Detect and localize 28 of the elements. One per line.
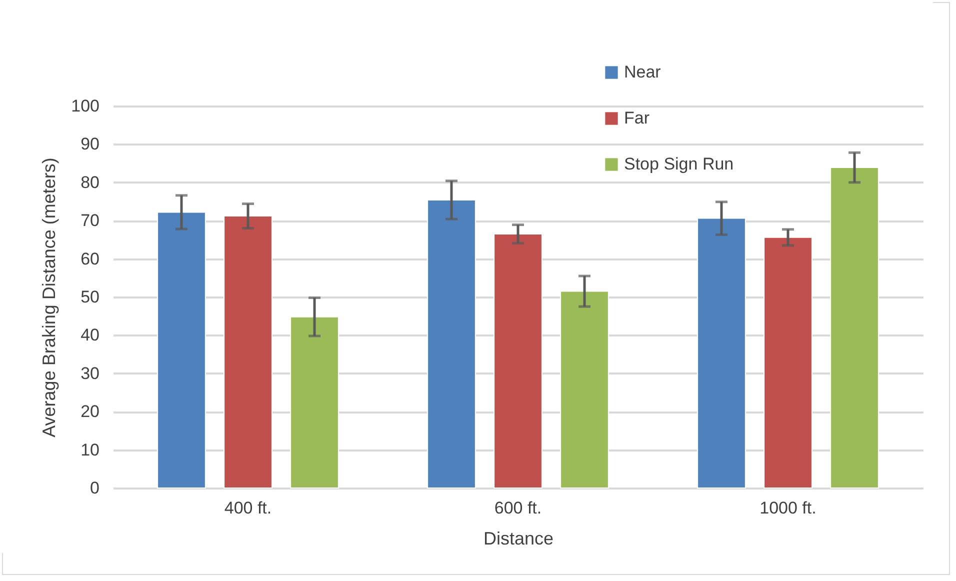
- legend-label: Far: [624, 108, 650, 128]
- y-tick-label: 50: [80, 288, 100, 306]
- legend-label: Near: [624, 62, 662, 82]
- x-axis-title: Distance: [483, 528, 554, 548]
- bar: [290, 316, 339, 488]
- x-tick-label: 400 ft.: [224, 498, 272, 518]
- y-tick-label: 20: [80, 402, 100, 422]
- bar: [494, 233, 542, 488]
- y-tick-label: 90: [80, 134, 100, 154]
- y-axis-title: Average Braking Distance (meters): [39, 158, 60, 438]
- bar: [560, 290, 609, 488]
- bar: [427, 199, 476, 488]
- y-tick-label: 10: [80, 440, 100, 460]
- x-tick-label: 1000 ft.: [760, 498, 816, 518]
- bar: [697, 218, 746, 488]
- bar: [764, 236, 812, 488]
- bar: [157, 212, 206, 488]
- y-tick-label: 0: [90, 478, 100, 498]
- y-tick-label: 80: [80, 172, 100, 192]
- y-tick-label: 60: [80, 249, 100, 268]
- y-tick-label: 100: [71, 96, 100, 116]
- legend-label: Stop Sign Run: [624, 154, 734, 174]
- bar: [224, 216, 272, 488]
- y-tick-label: 30: [80, 364, 100, 383]
- bar: [830, 167, 879, 488]
- y-tick-label: 70: [80, 211, 100, 230]
- x-tick-label: 600 ft.: [494, 498, 542, 518]
- y-tick-label: 40: [80, 326, 100, 345]
